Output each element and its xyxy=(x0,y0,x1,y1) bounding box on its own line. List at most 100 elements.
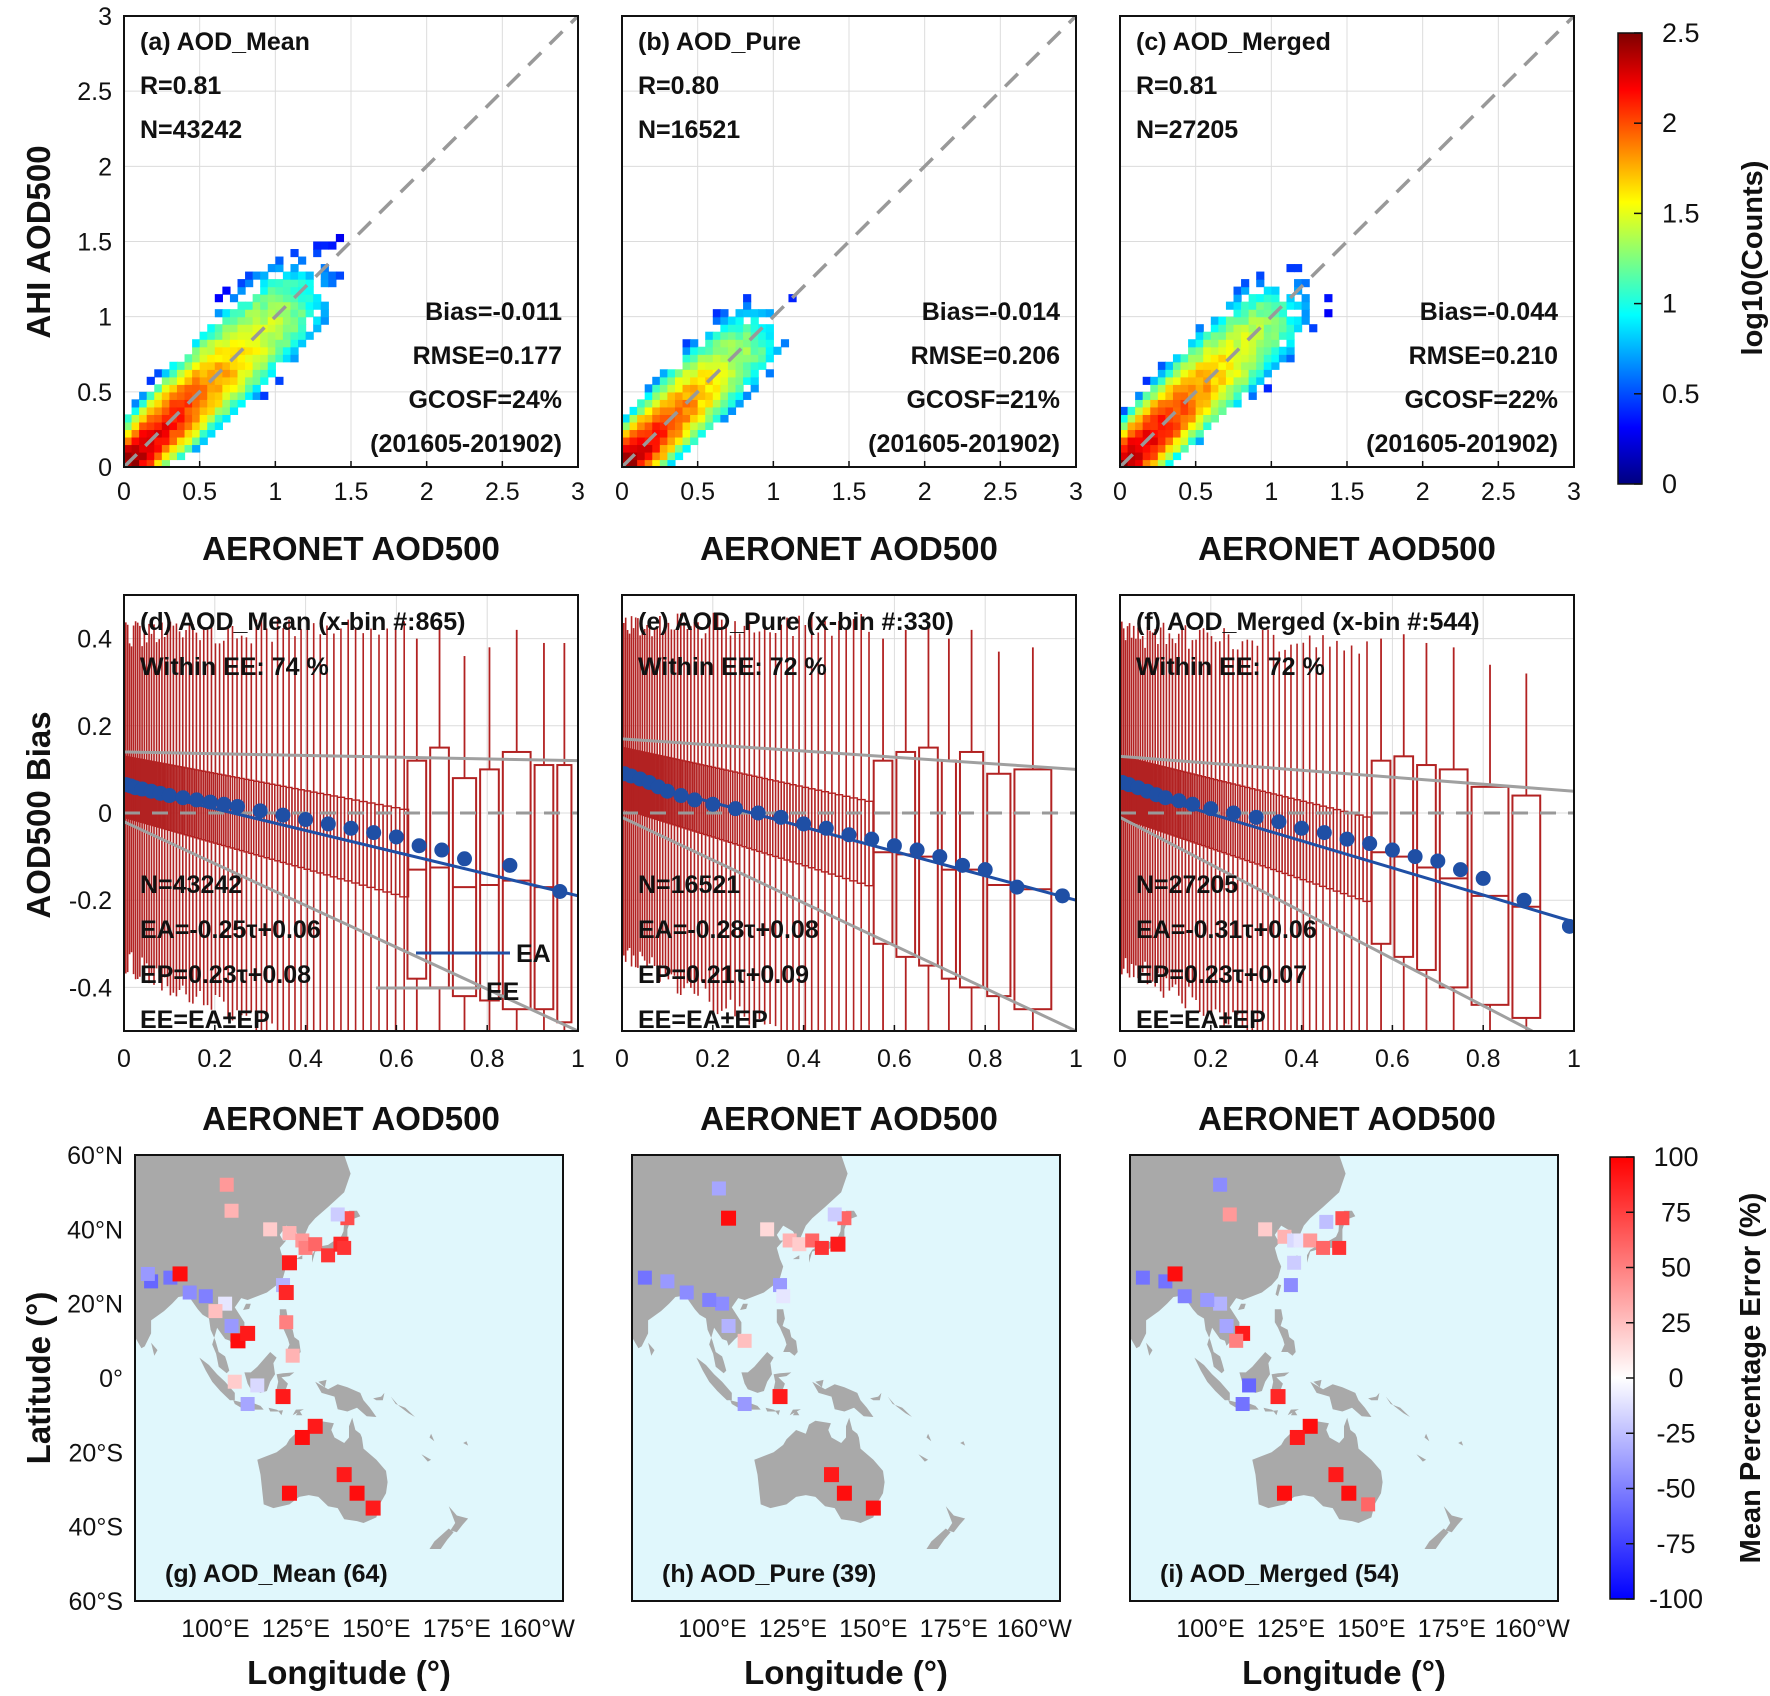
x-tick-label: 2 xyxy=(420,478,434,506)
density-cell xyxy=(674,429,684,438)
x-tick-label: 0.5 xyxy=(680,478,715,506)
density-cell xyxy=(199,331,208,340)
panel-title: (a) AOD_Mean xyxy=(140,28,310,56)
cb1-tick-label: 1 xyxy=(1662,289,1677,319)
density-cell xyxy=(652,391,661,400)
density-cell xyxy=(682,339,691,348)
density-cell xyxy=(1218,376,1227,385)
density-cell xyxy=(245,384,254,393)
land-polygon xyxy=(1290,1410,1298,1416)
density-cell xyxy=(214,354,223,363)
site-marker xyxy=(336,1467,352,1483)
density-cell xyxy=(282,309,292,318)
cb2-tick-label: -100 xyxy=(1649,1584,1703,1614)
density-cell xyxy=(1241,376,1250,385)
density-cell xyxy=(743,309,752,318)
land-polygon xyxy=(696,1357,732,1401)
density-cell xyxy=(765,354,774,363)
density-cell xyxy=(1248,384,1257,393)
density-cell xyxy=(667,451,676,461)
density-cell xyxy=(1165,451,1174,461)
density-cell xyxy=(720,399,729,408)
mean-bias-point xyxy=(1248,809,1264,825)
density-cell xyxy=(659,369,668,378)
density-cell xyxy=(1294,264,1303,273)
density-cell xyxy=(207,354,216,363)
land-polygon xyxy=(278,1410,283,1416)
density-cell xyxy=(637,451,646,461)
density-cell xyxy=(1233,324,1242,333)
stat-text: EP=0.23τ+0.08 xyxy=(140,961,311,989)
lon-tick-label: 125°E xyxy=(1257,1615,1325,1643)
density-cell xyxy=(682,361,691,370)
density-cell xyxy=(275,339,284,348)
density-cell xyxy=(214,399,223,408)
density-cell xyxy=(237,399,246,408)
density-cell xyxy=(743,294,752,303)
density-cell xyxy=(1135,421,1144,431)
density-cell xyxy=(1120,414,1129,423)
density-cell xyxy=(169,421,178,431)
density-cell xyxy=(267,279,276,288)
density-cell xyxy=(1157,459,1166,467)
mean-bias-point xyxy=(1203,801,1219,817)
density-cell xyxy=(298,256,307,265)
density-cells xyxy=(622,294,797,467)
mean-bias-point xyxy=(1185,796,1201,812)
density-cell xyxy=(267,354,276,363)
site-marker xyxy=(711,1181,726,1196)
density-cell xyxy=(176,384,186,393)
density-cell xyxy=(1286,346,1295,355)
density-cell xyxy=(290,286,299,295)
density-cell xyxy=(697,391,706,400)
density-cell xyxy=(1172,429,1182,438)
density-cell xyxy=(184,421,193,431)
lon-tick-label: 175°E xyxy=(920,1615,988,1643)
density-cell xyxy=(1157,444,1166,453)
density-cell xyxy=(629,444,638,453)
density-cell xyxy=(184,436,193,446)
density-cell xyxy=(644,444,653,453)
density-cell xyxy=(1233,384,1242,393)
density-cell xyxy=(1180,361,1189,370)
density-cell xyxy=(743,331,752,340)
density-cell xyxy=(252,391,261,400)
density-cell xyxy=(1172,369,1182,378)
x-tick-label: 1.5 xyxy=(832,478,867,506)
density-cell xyxy=(705,399,714,408)
density-cell xyxy=(735,331,744,340)
density-cell xyxy=(176,361,186,370)
land-polygon xyxy=(926,1433,932,1442)
density-cell xyxy=(1324,294,1333,303)
stat-text: R=0.81 xyxy=(140,72,221,100)
site-marker xyxy=(1303,1233,1318,1248)
land-polygon xyxy=(792,1255,800,1260)
mean-bias-point xyxy=(1054,888,1070,904)
density-cell xyxy=(1248,354,1257,363)
density-cell xyxy=(712,361,721,370)
density-cell xyxy=(1195,376,1204,385)
density-cell xyxy=(1188,399,1197,408)
density-cell xyxy=(207,391,216,400)
density-cell xyxy=(1218,346,1227,355)
density-cell xyxy=(750,369,759,378)
density-cell xyxy=(682,369,691,378)
density-cell xyxy=(1157,406,1166,415)
density-cell xyxy=(214,331,223,340)
density-cell xyxy=(735,369,744,378)
mean-bias-point xyxy=(1316,825,1332,841)
density-cell xyxy=(622,436,631,446)
density-cell xyxy=(667,429,676,438)
density-cell xyxy=(735,354,744,363)
density-cell xyxy=(1150,421,1159,431)
density-cell xyxy=(1233,294,1242,303)
density-cell xyxy=(290,316,299,325)
density-cell xyxy=(720,361,729,370)
density-cell xyxy=(229,376,239,385)
density-cell xyxy=(1210,316,1219,325)
density-cell xyxy=(267,309,276,318)
density-cell xyxy=(1165,444,1174,453)
panel-title: (b) AOD_Pure xyxy=(638,28,801,56)
density-cell xyxy=(1248,361,1257,370)
density-cell xyxy=(1271,361,1280,370)
